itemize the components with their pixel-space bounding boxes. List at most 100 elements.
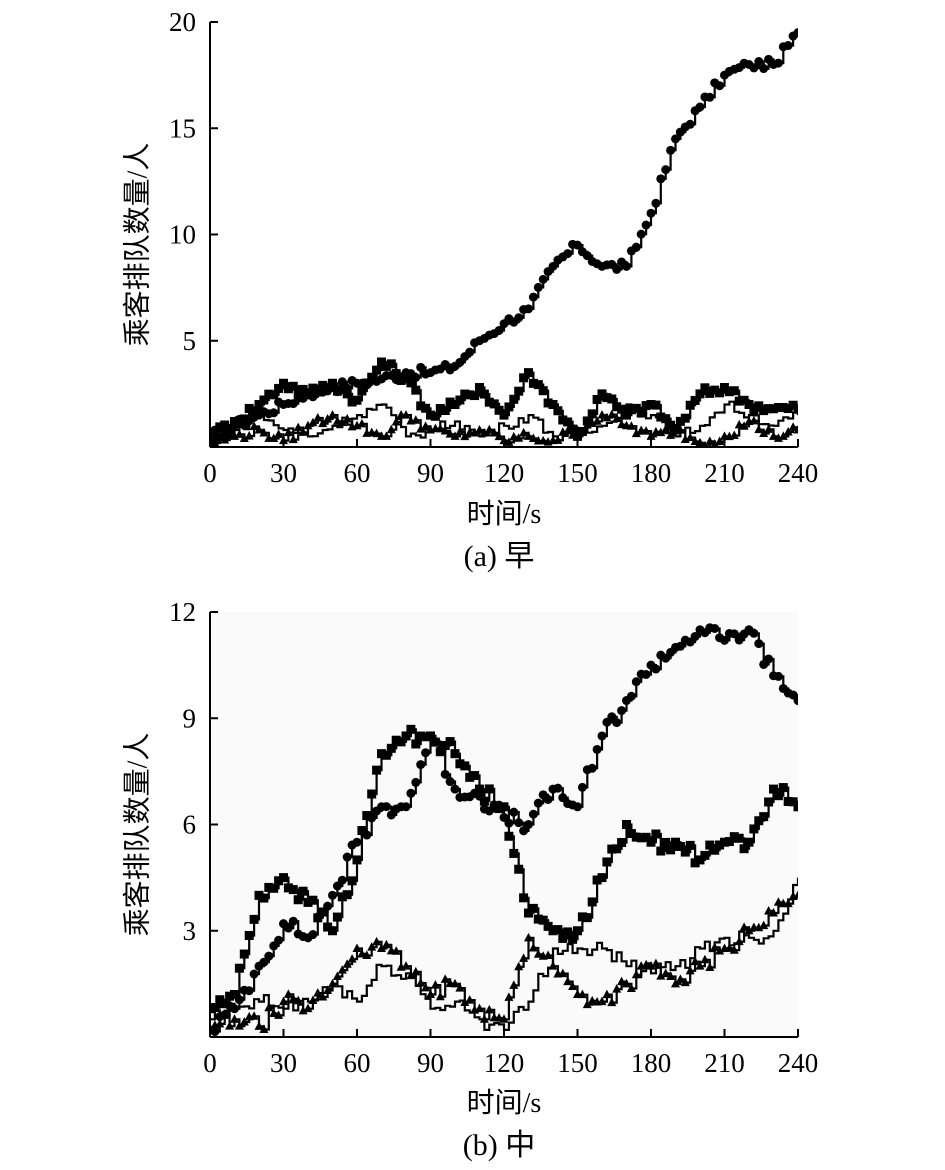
data-point-square bbox=[323, 382, 333, 392]
x-tick-label: 30 bbox=[270, 1048, 297, 1078]
data-point-square bbox=[406, 378, 416, 388]
data-point-circle bbox=[519, 826, 529, 836]
data-point-circle bbox=[406, 788, 416, 798]
data-point-square bbox=[519, 893, 529, 903]
data-point-square bbox=[587, 897, 597, 907]
data-point-circle bbox=[269, 408, 279, 418]
data-point-triangle bbox=[533, 949, 543, 958]
data-point-square bbox=[710, 845, 720, 855]
data-point-triangle bbox=[729, 430, 739, 439]
data-point-square bbox=[783, 404, 793, 414]
data-point-square bbox=[426, 731, 435, 741]
data-point-circle bbox=[734, 635, 744, 645]
data-point-square bbox=[288, 885, 298, 895]
data-point-square bbox=[558, 415, 568, 425]
data-point-square bbox=[445, 737, 455, 747]
data-point-triangle bbox=[602, 412, 612, 422]
data-point-square bbox=[323, 922, 333, 932]
data-point-square bbox=[435, 404, 445, 414]
data-point-square bbox=[239, 949, 249, 959]
data-point-circle bbox=[558, 793, 568, 803]
data-point-square bbox=[470, 391, 480, 401]
data-point-circle bbox=[416, 760, 426, 770]
data-point-circle bbox=[651, 664, 661, 674]
data-point-square bbox=[729, 386, 739, 396]
data-point-circle bbox=[337, 875, 347, 885]
y-tick-label: 6 bbox=[183, 810, 197, 840]
data-point-square bbox=[332, 912, 342, 922]
data-point-square bbox=[494, 804, 504, 814]
data-point-circle bbox=[641, 669, 651, 679]
data-point-square bbox=[274, 383, 284, 393]
x-tick-label: 30 bbox=[270, 458, 297, 488]
data-point-circle bbox=[543, 794, 553, 804]
data-point-circle bbox=[563, 249, 573, 259]
data-point-square bbox=[739, 395, 749, 405]
data-point-triangle bbox=[671, 978, 680, 988]
chart-caption: (b) 中 bbox=[463, 1129, 535, 1162]
data-point-triangle bbox=[568, 981, 578, 990]
data-point-square bbox=[793, 404, 798, 414]
data-point-triangle bbox=[754, 424, 764, 434]
series-4 bbox=[210, 400, 798, 442]
data-point-square bbox=[558, 933, 568, 943]
data-point-square bbox=[484, 784, 494, 794]
data-point-triangle bbox=[264, 1002, 274, 1012]
data-point-triangle bbox=[661, 968, 671, 977]
data-point-triangle bbox=[440, 974, 450, 983]
data-point-square bbox=[553, 925, 563, 935]
data-point-square bbox=[568, 424, 578, 434]
data-point-circle bbox=[573, 802, 582, 812]
data-point-circle bbox=[533, 282, 543, 292]
data-point-triangle bbox=[411, 415, 421, 424]
y-tick-label: 20 bbox=[169, 7, 196, 37]
data-point-square bbox=[622, 410, 631, 420]
data-point-triangle bbox=[582, 999, 592, 1009]
data-point-triangle bbox=[563, 976, 573, 986]
data-point-triangle bbox=[254, 1021, 264, 1030]
data-point-square bbox=[279, 873, 288, 883]
data-point-circle bbox=[514, 818, 524, 828]
data-point-circle bbox=[661, 165, 671, 175]
data-point-square bbox=[337, 385, 347, 395]
data-point-square bbox=[631, 832, 641, 842]
series-group bbox=[210, 28, 798, 447]
x-tick-label: 210 bbox=[704, 1048, 745, 1078]
data-point-triangle bbox=[597, 996, 607, 1006]
data-point-circle bbox=[749, 628, 759, 638]
data-point-triangle bbox=[602, 989, 612, 999]
data-point-circle bbox=[612, 264, 622, 274]
data-point-triangle bbox=[303, 420, 313, 430]
data-point-circle bbox=[651, 198, 661, 208]
data-point-square bbox=[597, 389, 607, 399]
data-point-square bbox=[396, 737, 406, 747]
data-point-circle bbox=[259, 957, 269, 967]
data-point-square bbox=[283, 384, 293, 394]
data-point-square bbox=[230, 417, 239, 426]
data-point-triangle bbox=[759, 428, 769, 437]
data-point-circle bbox=[416, 362, 426, 372]
y-tick-label: 10 bbox=[169, 220, 196, 250]
data-point-triangle bbox=[715, 945, 725, 955]
data-point-triangle bbox=[445, 429, 455, 438]
data-point-square bbox=[675, 416, 685, 426]
data-point-square bbox=[543, 921, 553, 931]
data-point-square bbox=[313, 387, 323, 397]
data-point-square bbox=[720, 837, 729, 847]
data-point-square bbox=[533, 380, 543, 390]
data-point-triangle bbox=[210, 1024, 215, 1034]
data-point-square bbox=[607, 844, 617, 854]
data-point-triangle bbox=[426, 989, 435, 998]
data-point-square bbox=[489, 399, 499, 409]
x-tick-label: 120 bbox=[484, 458, 525, 488]
data-point-triangle bbox=[323, 413, 333, 423]
data-point-square bbox=[646, 837, 656, 847]
data-point-square bbox=[234, 963, 244, 973]
data-point-triangle bbox=[773, 897, 783, 906]
data-point-square bbox=[744, 837, 754, 847]
data-point-triangle bbox=[234, 429, 244, 438]
plot-background bbox=[210, 22, 798, 447]
data-point-triangle bbox=[504, 437, 514, 446]
series-line bbox=[210, 400, 798, 442]
data-point-square bbox=[283, 883, 293, 893]
